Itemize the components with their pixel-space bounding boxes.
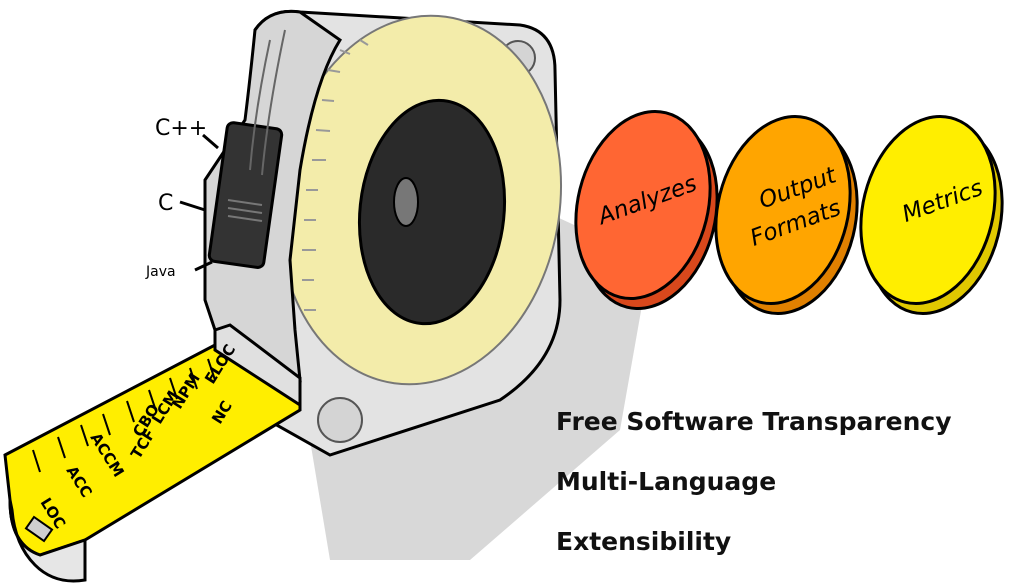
casing-ribs <box>249 29 286 176</box>
lock-slide-ridges <box>227 199 263 222</box>
feature-multi-language: Multi-Language <box>556 467 777 496</box>
tape-ticks <box>32 358 216 473</box>
language-label-cpp: C++ <box>155 116 207 141</box>
reel-ticks <box>302 39 369 311</box>
tape-hook-slot <box>24 515 54 543</box>
language-markers <box>179 133 219 272</box>
casing-boss-bottom <box>317 397 363 443</box>
disc-metrics: Metrics <box>859 114 1004 316</box>
disc-output-formats: Output Formats <box>714 114 859 316</box>
feature-list: Free Software Transparency Multi-Languag… <box>556 400 1016 580</box>
language-label-java: Java <box>145 264 176 280</box>
reel-hub <box>357 98 507 326</box>
disc-analyzes: Analyzes <box>574 109 719 311</box>
reel-hub-center <box>393 177 419 227</box>
language-label-c: C <box>158 191 173 216</box>
feature-extensibility: Extensibility <box>556 527 732 556</box>
tape-blade-edge <box>8 499 87 583</box>
feature-free-software: Free Software Transparency <box>556 407 952 436</box>
tape-mouth <box>213 323 302 408</box>
